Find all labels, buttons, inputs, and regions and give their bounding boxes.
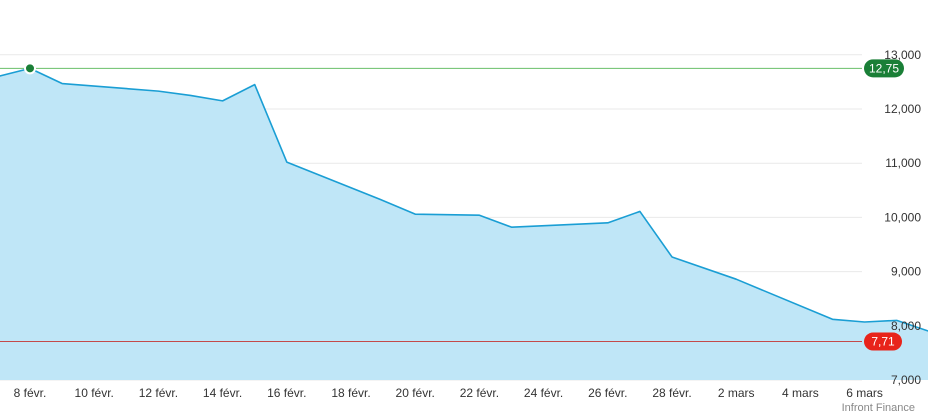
reference-lines [0, 67, 862, 343]
y-tick-label: 13,000 [884, 48, 921, 62]
x-tick-label: 18 févr. [331, 386, 370, 400]
x-axis: 8 févr. 10 févr. 12 févr. 14 févr. 16 févr. 1… [14, 386, 883, 400]
y-tick-label: 9,000 [891, 265, 921, 279]
x-tick-label: 4 mars [782, 386, 819, 400]
series-area [0, 67, 928, 380]
x-tick-label: 16 févr. [267, 386, 306, 400]
x-tick-label: 2 mars [718, 386, 755, 400]
markers: 12,75 7,71 [24, 59, 904, 351]
x-tick-label: 12 févr. [139, 386, 178, 400]
high-badge-label: 12,75 [869, 61, 899, 75]
credit-label: Infront Finance [842, 402, 915, 414]
x-tick-label: 28 févr. [652, 386, 691, 400]
high-marker [24, 62, 36, 75]
x-tick-label: 10 févr. [75, 386, 114, 400]
x-tick-label: 14 févr. [203, 386, 242, 400]
x-tick-label: 26 févr. [588, 386, 627, 400]
y-tick-label: 10,000 [884, 210, 921, 224]
y-tick-label: 11,000 [885, 156, 921, 170]
x-tick-label: 24 févr. [524, 386, 563, 400]
area-fill [0, 68, 928, 380]
high-badge [864, 59, 904, 78]
x-tick-label: 6 mars [846, 386, 883, 400]
y-tick-label: 7,000 [891, 373, 921, 387]
x-tick-label: 20 févr. [396, 386, 435, 400]
y-tick-label: 8,000 [891, 319, 921, 333]
low-badge-label: 7,71 [871, 335, 895, 349]
price-line [0, 67, 928, 332]
y-tick-label: 12,000 [884, 102, 921, 116]
y-axis: 13,000 12,000 11,000 10,000 9,000 8,000 7,000 [884, 48, 921, 387]
low-badge [864, 332, 902, 351]
x-tick-label: 22 févr. [460, 386, 499, 400]
x-tick-label: 8 févr. [14, 386, 47, 400]
